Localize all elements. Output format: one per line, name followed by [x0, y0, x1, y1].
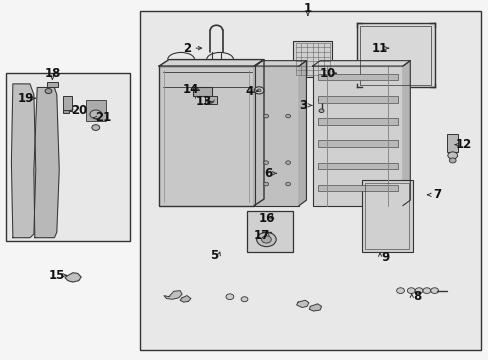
Bar — [356, 23, 434, 87]
Text: 11: 11 — [371, 42, 387, 55]
Polygon shape — [254, 60, 264, 206]
Circle shape — [92, 125, 100, 130]
Circle shape — [448, 158, 455, 163]
Text: 4: 4 — [245, 85, 253, 98]
Text: 9: 9 — [381, 251, 389, 264]
Text: 5: 5 — [209, 249, 218, 262]
Text: 8: 8 — [413, 290, 421, 303]
Bar — [193, 87, 211, 96]
Text: 12: 12 — [455, 138, 471, 151]
Text: 13: 13 — [195, 95, 211, 108]
Polygon shape — [296, 300, 308, 307]
Bar — [159, 66, 254, 206]
Bar — [47, 82, 58, 87]
Bar — [317, 163, 397, 169]
Circle shape — [407, 288, 414, 293]
Polygon shape — [402, 61, 409, 206]
Text: 7: 7 — [432, 188, 440, 201]
Polygon shape — [255, 61, 306, 66]
Circle shape — [263, 161, 268, 165]
Bar — [312, 66, 402, 206]
Circle shape — [254, 87, 264, 94]
Text: 6: 6 — [263, 167, 271, 180]
Bar — [63, 110, 69, 113]
Circle shape — [285, 182, 290, 186]
Polygon shape — [34, 87, 59, 238]
Text: 15: 15 — [48, 269, 65, 282]
Text: 2: 2 — [183, 42, 191, 55]
Polygon shape — [11, 84, 36, 238]
Bar — [317, 74, 397, 80]
Bar — [317, 118, 397, 125]
Bar — [63, 96, 72, 111]
Polygon shape — [309, 304, 321, 311]
Bar — [140, 10, 480, 350]
Circle shape — [257, 89, 261, 92]
Text: 16: 16 — [258, 212, 274, 225]
Circle shape — [414, 288, 422, 293]
Circle shape — [45, 89, 52, 94]
Circle shape — [447, 152, 457, 159]
Circle shape — [225, 294, 233, 300]
Text: 21: 21 — [95, 111, 111, 125]
Bar — [317, 185, 397, 191]
Circle shape — [430, 288, 438, 293]
Bar — [317, 96, 397, 103]
Text: 19: 19 — [18, 92, 34, 105]
Circle shape — [396, 288, 404, 293]
Bar — [365, 183, 408, 249]
Circle shape — [263, 114, 268, 118]
Bar — [361, 180, 412, 252]
Circle shape — [319, 109, 324, 113]
Polygon shape — [163, 291, 182, 299]
Circle shape — [90, 110, 102, 118]
Bar — [86, 100, 105, 121]
Circle shape — [256, 232, 276, 247]
Bar — [246, 211, 293, 252]
Circle shape — [263, 182, 268, 186]
Circle shape — [241, 297, 247, 302]
Bar — [293, 41, 331, 77]
Text: 10: 10 — [319, 67, 335, 80]
Polygon shape — [159, 60, 264, 66]
Polygon shape — [65, 273, 81, 282]
Circle shape — [285, 114, 290, 118]
Circle shape — [285, 161, 290, 165]
Circle shape — [261, 236, 271, 243]
Text: 3: 3 — [298, 99, 306, 112]
Circle shape — [422, 288, 430, 293]
Bar — [447, 134, 457, 152]
Text: 1: 1 — [303, 2, 311, 15]
Bar — [317, 140, 397, 147]
Text: 14: 14 — [183, 83, 199, 96]
Bar — [255, 66, 299, 206]
Text: 18: 18 — [44, 67, 61, 80]
Bar — [359, 26, 430, 85]
Text: 20: 20 — [71, 104, 88, 117]
Polygon shape — [312, 61, 409, 66]
Text: 17: 17 — [253, 229, 269, 242]
Polygon shape — [180, 296, 190, 302]
Polygon shape — [299, 61, 306, 206]
Bar — [204, 96, 216, 104]
Bar — [5, 73, 130, 241]
